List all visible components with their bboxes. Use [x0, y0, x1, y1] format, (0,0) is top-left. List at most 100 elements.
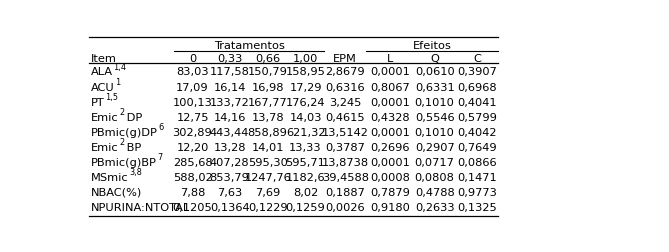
Text: 0,7879: 0,7879	[370, 188, 409, 198]
Text: 0,4328: 0,4328	[370, 113, 409, 123]
Text: 14,03: 14,03	[289, 113, 322, 123]
Text: 12,20: 12,20	[177, 143, 209, 153]
Text: 2,8679: 2,8679	[325, 68, 365, 78]
Text: 0,1887: 0,1887	[325, 188, 365, 198]
Text: 0,1205: 0,1205	[173, 203, 212, 213]
Text: C: C	[473, 54, 481, 65]
Text: Emic: Emic	[91, 113, 118, 123]
Text: 0,0001: 0,0001	[370, 68, 409, 78]
Text: Emic: Emic	[91, 143, 118, 153]
Text: 1182,6: 1182,6	[286, 173, 325, 183]
Text: 7,88: 7,88	[180, 188, 205, 198]
Text: 0,5799: 0,5799	[457, 113, 497, 123]
Text: Item: Item	[91, 54, 117, 65]
Text: 0,1325: 0,1325	[458, 203, 497, 213]
Text: 7,63: 7,63	[217, 188, 242, 198]
Text: 0,3787: 0,3787	[325, 143, 365, 153]
Text: 0,0026: 0,0026	[325, 203, 365, 213]
Text: 0,3907: 0,3907	[457, 68, 497, 78]
Text: 0: 0	[189, 54, 196, 65]
Text: Tratamentos: Tratamentos	[214, 41, 285, 51]
Text: 17,09: 17,09	[176, 83, 209, 92]
Text: 302,89: 302,89	[173, 128, 212, 138]
Text: 1247,76: 1247,76	[244, 173, 291, 183]
Text: 0,1010: 0,1010	[415, 98, 454, 108]
Text: 167,77: 167,77	[248, 98, 288, 108]
Text: 0,2907: 0,2907	[415, 143, 454, 153]
Text: 0,1471: 0,1471	[458, 173, 497, 183]
Text: 17,29: 17,29	[289, 83, 322, 92]
Text: 0,0001: 0,0001	[370, 158, 409, 168]
Text: NBAC(%): NBAC(%)	[91, 188, 142, 198]
Text: Efeitos: Efeitos	[413, 41, 452, 51]
Text: 14,16: 14,16	[213, 113, 246, 123]
Text: 595,30: 595,30	[248, 158, 288, 168]
Text: 588,02: 588,02	[173, 173, 212, 183]
Text: 3,245: 3,245	[329, 98, 361, 108]
Text: 0,7649: 0,7649	[458, 143, 497, 153]
Text: 0,66: 0,66	[255, 54, 280, 65]
Text: 443,44: 443,44	[210, 128, 250, 138]
Text: 0,4041: 0,4041	[458, 98, 497, 108]
Text: 0,2696: 0,2696	[370, 143, 409, 153]
Text: 0,4615: 0,4615	[325, 113, 365, 123]
Text: 0,1259: 0,1259	[286, 203, 325, 213]
Text: 12,75: 12,75	[176, 113, 209, 123]
Text: 0,6968: 0,6968	[458, 83, 497, 92]
Text: 8,02: 8,02	[293, 188, 318, 198]
Text: Q: Q	[430, 54, 439, 65]
Text: 0,8067: 0,8067	[370, 83, 409, 92]
Text: 39,4588: 39,4588	[322, 173, 369, 183]
Text: L: L	[387, 54, 393, 65]
Text: 16,98: 16,98	[252, 83, 284, 92]
Text: 100,13: 100,13	[173, 98, 213, 108]
Text: ALA: ALA	[91, 68, 113, 78]
Text: 1,00: 1,00	[293, 54, 318, 65]
Text: 1,4: 1,4	[114, 63, 126, 72]
Text: 0,0610: 0,0610	[415, 68, 454, 78]
Text: NPURINA:NTOTAL: NPURINA:NTOTAL	[91, 203, 190, 213]
Text: 117,58: 117,58	[209, 68, 250, 78]
Text: 13,5142: 13,5142	[322, 128, 369, 138]
Text: 7: 7	[157, 153, 163, 163]
Text: 14,01: 14,01	[252, 143, 284, 153]
Text: 0,0001: 0,0001	[370, 128, 409, 138]
Text: 0,0808: 0,0808	[415, 173, 454, 183]
Text: 7,69: 7,69	[255, 188, 280, 198]
Text: 0,4788: 0,4788	[415, 188, 454, 198]
Text: 0,9180: 0,9180	[370, 203, 409, 213]
Text: 0,4042: 0,4042	[458, 128, 497, 138]
Text: 1: 1	[115, 78, 120, 87]
Text: 3,8: 3,8	[129, 169, 142, 177]
Text: PT: PT	[91, 98, 104, 108]
Text: 0,0717: 0,0717	[415, 158, 454, 168]
Text: 150,79: 150,79	[248, 68, 288, 78]
Text: EPM: EPM	[333, 54, 357, 65]
Text: 0,0001: 0,0001	[370, 98, 409, 108]
Text: 858,89: 858,89	[248, 128, 288, 138]
Text: 0,1364: 0,1364	[210, 203, 250, 213]
Text: 853,79: 853,79	[209, 173, 250, 183]
Text: 13,33: 13,33	[289, 143, 322, 153]
Text: 2: 2	[119, 108, 124, 117]
Text: 0,2633: 0,2633	[415, 203, 454, 213]
Text: PBmic(g)BP: PBmic(g)BP	[91, 158, 157, 168]
Text: 595,71: 595,71	[286, 158, 326, 168]
Text: 16,14: 16,14	[213, 83, 246, 92]
Text: 0,6316: 0,6316	[325, 83, 365, 92]
Text: 13,78: 13,78	[252, 113, 284, 123]
Text: 6: 6	[159, 123, 163, 132]
Text: 0,9773: 0,9773	[457, 188, 497, 198]
Text: 0,1229: 0,1229	[248, 203, 288, 213]
Text: BP: BP	[122, 143, 141, 153]
Text: 2: 2	[119, 138, 124, 147]
Text: 158,95: 158,95	[286, 68, 326, 78]
Text: 407,28: 407,28	[210, 158, 250, 168]
Text: 0,0008: 0,0008	[370, 173, 409, 183]
Text: ACU: ACU	[91, 83, 114, 92]
Text: 0,5546: 0,5546	[415, 113, 454, 123]
Text: 176,24: 176,24	[286, 98, 325, 108]
Text: MSmic: MSmic	[91, 173, 128, 183]
Text: DP: DP	[122, 113, 142, 123]
Text: 0,6331: 0,6331	[415, 83, 454, 92]
